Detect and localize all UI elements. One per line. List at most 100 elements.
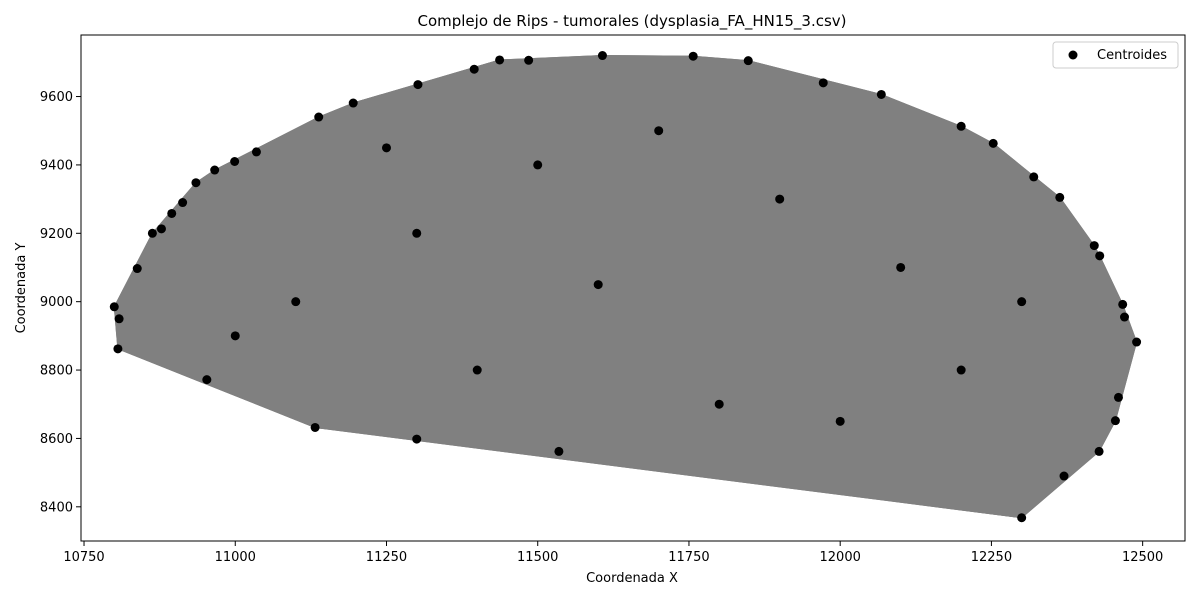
rips-edge	[474, 59, 500, 70]
rips-edge	[234, 59, 529, 337]
rips-edge	[537, 164, 1022, 519]
centroid-point	[1118, 299, 1128, 309]
rips-edge	[476, 284, 599, 371]
centroid-point	[743, 56, 753, 66]
rips-edge	[747, 60, 1125, 318]
rips-edge	[295, 130, 659, 303]
rips-edge	[602, 55, 1060, 198]
rips-edge	[195, 182, 208, 380]
rips-edge	[840, 420, 1116, 422]
rips-edge	[235, 316, 1125, 337]
rips-edge	[416, 232, 599, 286]
rips-edge	[1063, 451, 1100, 477]
rips-edge	[779, 198, 1023, 519]
x-axis: 10750 11000 11250 11500 11750 12000 12250 12500	[63, 541, 1163, 565]
rips-edge	[318, 116, 841, 422]
rips-edge	[386, 60, 749, 149]
rips-edge	[960, 369, 1065, 477]
centroid-point	[876, 89, 886, 99]
rips-edge	[295, 301, 962, 371]
rips-edge	[235, 266, 901, 337]
rips-edge	[295, 59, 530, 303]
rips-edge	[206, 379, 841, 422]
rips-edge	[314, 102, 354, 428]
centroid-point	[167, 208, 177, 218]
rips-edge	[1033, 176, 1116, 421]
centroid-point	[818, 78, 828, 88]
centroid-point	[202, 375, 212, 385]
rips-edge	[206, 284, 599, 381]
rips-edge	[779, 198, 1137, 343]
centroid-point	[314, 112, 324, 122]
rips-edge	[961, 369, 1119, 398]
rips-edge	[602, 55, 781, 200]
rips-edge	[692, 55, 1100, 452]
rips-edge	[900, 196, 1060, 268]
rips-edge	[658, 130, 1137, 343]
rips-edge	[235, 335, 1119, 398]
rips-edge	[386, 59, 529, 149]
rips-edge	[598, 245, 1095, 286]
rips-edge	[881, 94, 1095, 247]
rips-edge	[416, 232, 901, 268]
rips-edge	[477, 267, 901, 371]
rips-edge	[295, 198, 780, 303]
rips-edge	[416, 232, 1116, 422]
rips-edge	[206, 301, 297, 381]
rips-edge	[315, 426, 559, 452]
centroid-point	[472, 365, 482, 375]
rips-edge	[416, 284, 599, 440]
rips-edge	[235, 301, 1022, 337]
rips-edge	[416, 232, 841, 422]
centroid-point	[251, 147, 261, 157]
rips-edge	[693, 55, 749, 62]
centroid-point	[147, 228, 157, 238]
y-tick-label: 9600	[40, 90, 73, 105]
x-tick-label: 12250	[971, 550, 1012, 565]
rips-edge	[315, 403, 720, 428]
rips-edge	[1122, 304, 1138, 343]
rips-edge	[314, 369, 478, 428]
rips-edge	[234, 147, 387, 337]
rips-edge	[386, 147, 599, 286]
rips-edge	[992, 143, 1124, 305]
centroid-point	[114, 314, 124, 324]
rips-edge	[658, 130, 1034, 178]
rips-edge	[779, 198, 1100, 452]
rips-edge	[182, 202, 208, 380]
chart-title: Complejo de Rips - tumorales (dysplasia_…	[417, 12, 846, 31]
rips-edge	[528, 59, 882, 95]
rips-edge	[206, 301, 1022, 381]
rips-edge	[960, 125, 1125, 318]
rips-edge	[151, 233, 208, 380]
rips-edge	[161, 228, 236, 337]
rips-edge	[314, 198, 780, 428]
rips-edge	[416, 232, 1095, 247]
rips-edge	[314, 130, 660, 428]
rips-edge	[353, 60, 749, 104]
rips-edge	[386, 68, 475, 149]
rips-edge	[598, 284, 1119, 398]
rips-edge	[195, 182, 418, 440]
centroid-point	[1017, 297, 1027, 307]
centroid-point	[775, 194, 785, 204]
rips-edge	[1114, 317, 1126, 421]
rips-edge	[718, 267, 901, 405]
x-tick-label: 11000	[215, 550, 256, 565]
rips-edge	[182, 202, 236, 337]
rips-edge	[214, 169, 297, 302]
rips-edge	[1021, 420, 1116, 519]
rips-edge	[386, 147, 1060, 198]
rips-edge	[206, 151, 257, 380]
rips-edge	[779, 198, 1116, 422]
rips-edge	[206, 55, 603, 381]
rips-edge	[839, 267, 902, 422]
centroid-point	[381, 143, 391, 153]
rips-edge	[136, 233, 153, 269]
rips-edge	[416, 369, 962, 440]
rips-edge	[416, 125, 962, 440]
rips-edge	[416, 232, 1022, 519]
rips-edge	[537, 164, 841, 422]
rips-edge	[1098, 397, 1119, 452]
